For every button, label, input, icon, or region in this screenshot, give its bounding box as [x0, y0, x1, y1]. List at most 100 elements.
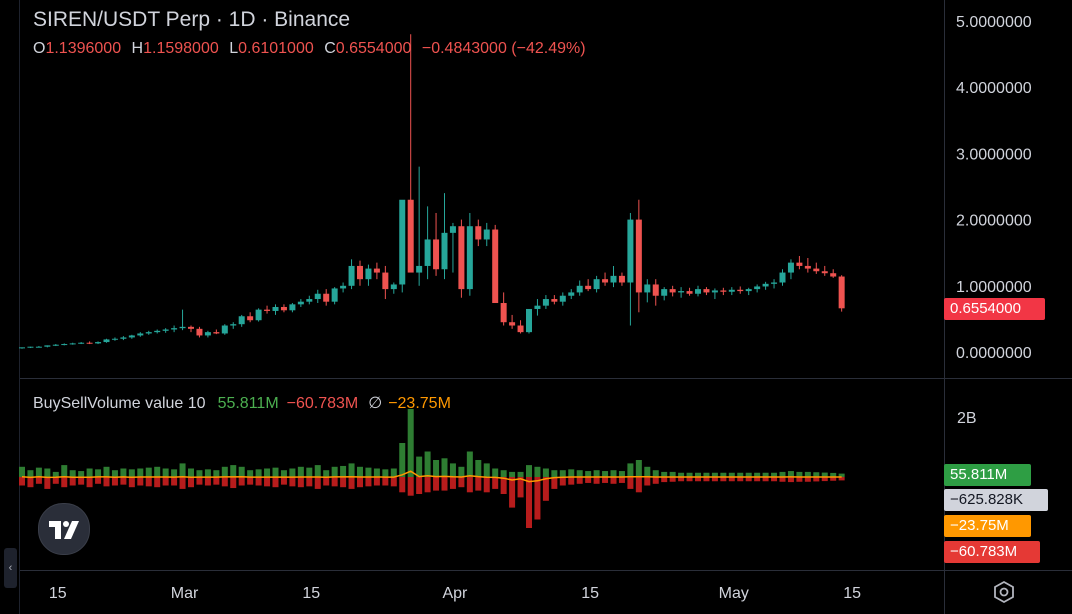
sell-volume-bar [703, 477, 710, 482]
sell-volume-bar [78, 477, 85, 485]
time-tick-label: 15 [49, 585, 67, 602]
candle-body [779, 272, 786, 283]
sell-volume-bar [171, 477, 178, 486]
sell-volume-bar [585, 477, 592, 483]
buy-volume-bar [264, 468, 271, 477]
sell-volume-bar [500, 477, 507, 494]
candle-body [69, 343, 76, 345]
buy-volume-bar [686, 472, 693, 477]
candle-body [728, 289, 735, 292]
hexagon-settings-icon[interactable] [990, 578, 1018, 606]
candle-body [162, 329, 169, 331]
candle-body [441, 232, 448, 270]
buy-volume-bar [348, 463, 355, 477]
buy-volume-bar [509, 471, 516, 477]
candle-body [500, 303, 507, 323]
candle-body [526, 308, 532, 333]
candle-body [424, 239, 431, 266]
candle-body [289, 304, 296, 311]
buy-volume-bar [720, 472, 727, 477]
candle-body [247, 316, 254, 321]
sell-volume-bar [635, 477, 642, 493]
sell-volume-bar [509, 477, 516, 508]
buy-volume-bar [373, 468, 380, 477]
candle-body [576, 285, 583, 293]
change-value: −0.4843000 (−42.49%) [421, 40, 586, 57]
sell-volume-bar [466, 477, 473, 493]
buy-volume-bar [162, 468, 169, 477]
buy-volume-bar [416, 456, 423, 477]
buy-volume-bar [737, 472, 744, 477]
candle-body [306, 299, 313, 302]
time-tick-label: Mar [171, 585, 199, 602]
sell-volume-bar [559, 477, 566, 486]
buy-volume-bar [171, 469, 178, 477]
sell-volume-bar [162, 477, 169, 486]
buy-volume-bar [492, 468, 499, 477]
buy-volume-bar [27, 470, 34, 477]
sell-volume-bar [779, 477, 786, 482]
sell-volume-bar [424, 477, 431, 493]
net-volume-badge: −23.75M [944, 515, 1031, 537]
sell-volume-bar [61, 477, 68, 488]
buy-volume-bar [762, 472, 769, 477]
sell-volume-bar [382, 477, 389, 486]
sell-volume-bar [526, 477, 532, 528]
sell-volume-bar [517, 477, 524, 498]
buy-volume-bar [500, 470, 507, 477]
candle-body [830, 273, 837, 277]
indicator-legend[interactable]: BuySellVolume value 10 55.811M −60.783M ∅ −2… [33, 393, 451, 413]
candle-body [255, 309, 262, 321]
candle-body [517, 325, 524, 333]
candle-body [618, 275, 625, 283]
sell-volume-bar [661, 477, 668, 483]
buy-volume-bar [627, 463, 634, 477]
buy-volume-bar [61, 465, 68, 477]
sell-volume-bar [289, 477, 296, 487]
buy-volume-bar [340, 465, 347, 477]
buy-volume-bar [652, 470, 659, 477]
buy-volume-bar [137, 468, 144, 477]
time-tick-label: Apr [442, 585, 468, 602]
tradingview-logo-icon[interactable] [38, 503, 90, 555]
buy-volume-bar [635, 460, 642, 477]
candle-body [230, 324, 237, 326]
sell-volume-bar [475, 477, 482, 491]
buy-volume-bar [618, 471, 625, 477]
buy-volume-bar [35, 467, 42, 477]
buy-volume-bar [711, 472, 718, 477]
buy-volume-badge: 55.811M [944, 464, 1031, 486]
buy-volume-bar [44, 468, 51, 477]
indicator-buy-value: 55.811M [217, 395, 279, 412]
candle-body [433, 239, 440, 270]
candle-body [787, 262, 794, 273]
buy-volume-bar [255, 469, 262, 477]
close-label: C [324, 40, 336, 57]
buy-volume-bar [483, 463, 490, 477]
sell-volume-bar [627, 477, 634, 489]
sell-volume-bar [796, 477, 803, 482]
candle-body [103, 339, 110, 343]
buy-volume-bar [830, 472, 837, 477]
buy-volume-bar [382, 469, 389, 477]
buy-volume-bar [280, 470, 287, 477]
sell-volume-bar [416, 477, 423, 494]
candle-body [188, 326, 194, 329]
sell-volume-bar [19, 477, 25, 486]
sell-volume-bar [804, 477, 811, 482]
candle-body [492, 229, 499, 304]
buy-volume-bar [19, 466, 25, 477]
high-label: H [131, 40, 144, 57]
buy-volume-bar [838, 473, 845, 477]
candle-body [593, 279, 600, 290]
candle-body [373, 268, 380, 273]
buy-volume-bar [357, 466, 363, 477]
buy-volume-bar [120, 468, 127, 477]
sell-volume-bar [762, 477, 769, 482]
price-tick-label: 1.0000000 [956, 279, 1032, 296]
chevron-left-icon[interactable]: ‹ [4, 548, 17, 588]
buy-volume-bar [314, 465, 321, 477]
sell-volume-bar [720, 477, 727, 482]
candle-body [128, 335, 135, 338]
